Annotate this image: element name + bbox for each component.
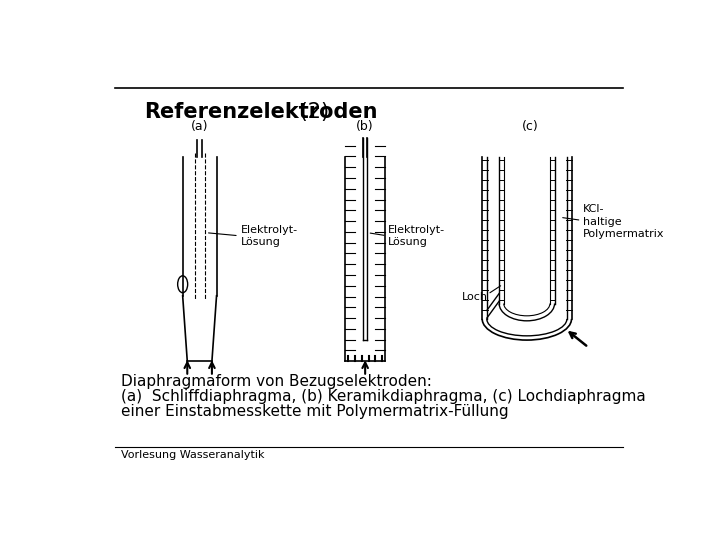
Text: (a): (a) [191,119,208,132]
Text: (c): (c) [522,119,539,132]
Text: Elektrolyt-
Lösung: Elektrolyt- Lösung [388,225,446,247]
Text: Diaphragmaform von Bezugselektroden:: Diaphragmaform von Bezugselektroden: [121,374,432,389]
Text: (b): (b) [356,119,374,132]
Text: Elektrolyt-
Lösung: Elektrolyt- Lösung [240,225,297,247]
Text: (2): (2) [293,102,329,122]
Text: Vorlesung Wasseranalytik: Vorlesung Wasseranalytik [121,450,264,460]
Text: Referenzelektroden: Referenzelektroden [144,102,378,122]
Text: einer Einstabmesskette mit Polymermatrix-Füllung: einer Einstabmesskette mit Polymermatrix… [121,403,509,418]
Text: Loch: Loch [462,292,487,302]
Text: (a)  Schliffdiaphragma, (b) Keramikdiaphragma, (c) Lochdiaphragma: (a) Schliffdiaphragma, (b) Keramikdiaphr… [121,389,646,404]
Text: KCl-
haltige
Polymermatrix: KCl- haltige Polymermatrix [583,205,665,239]
